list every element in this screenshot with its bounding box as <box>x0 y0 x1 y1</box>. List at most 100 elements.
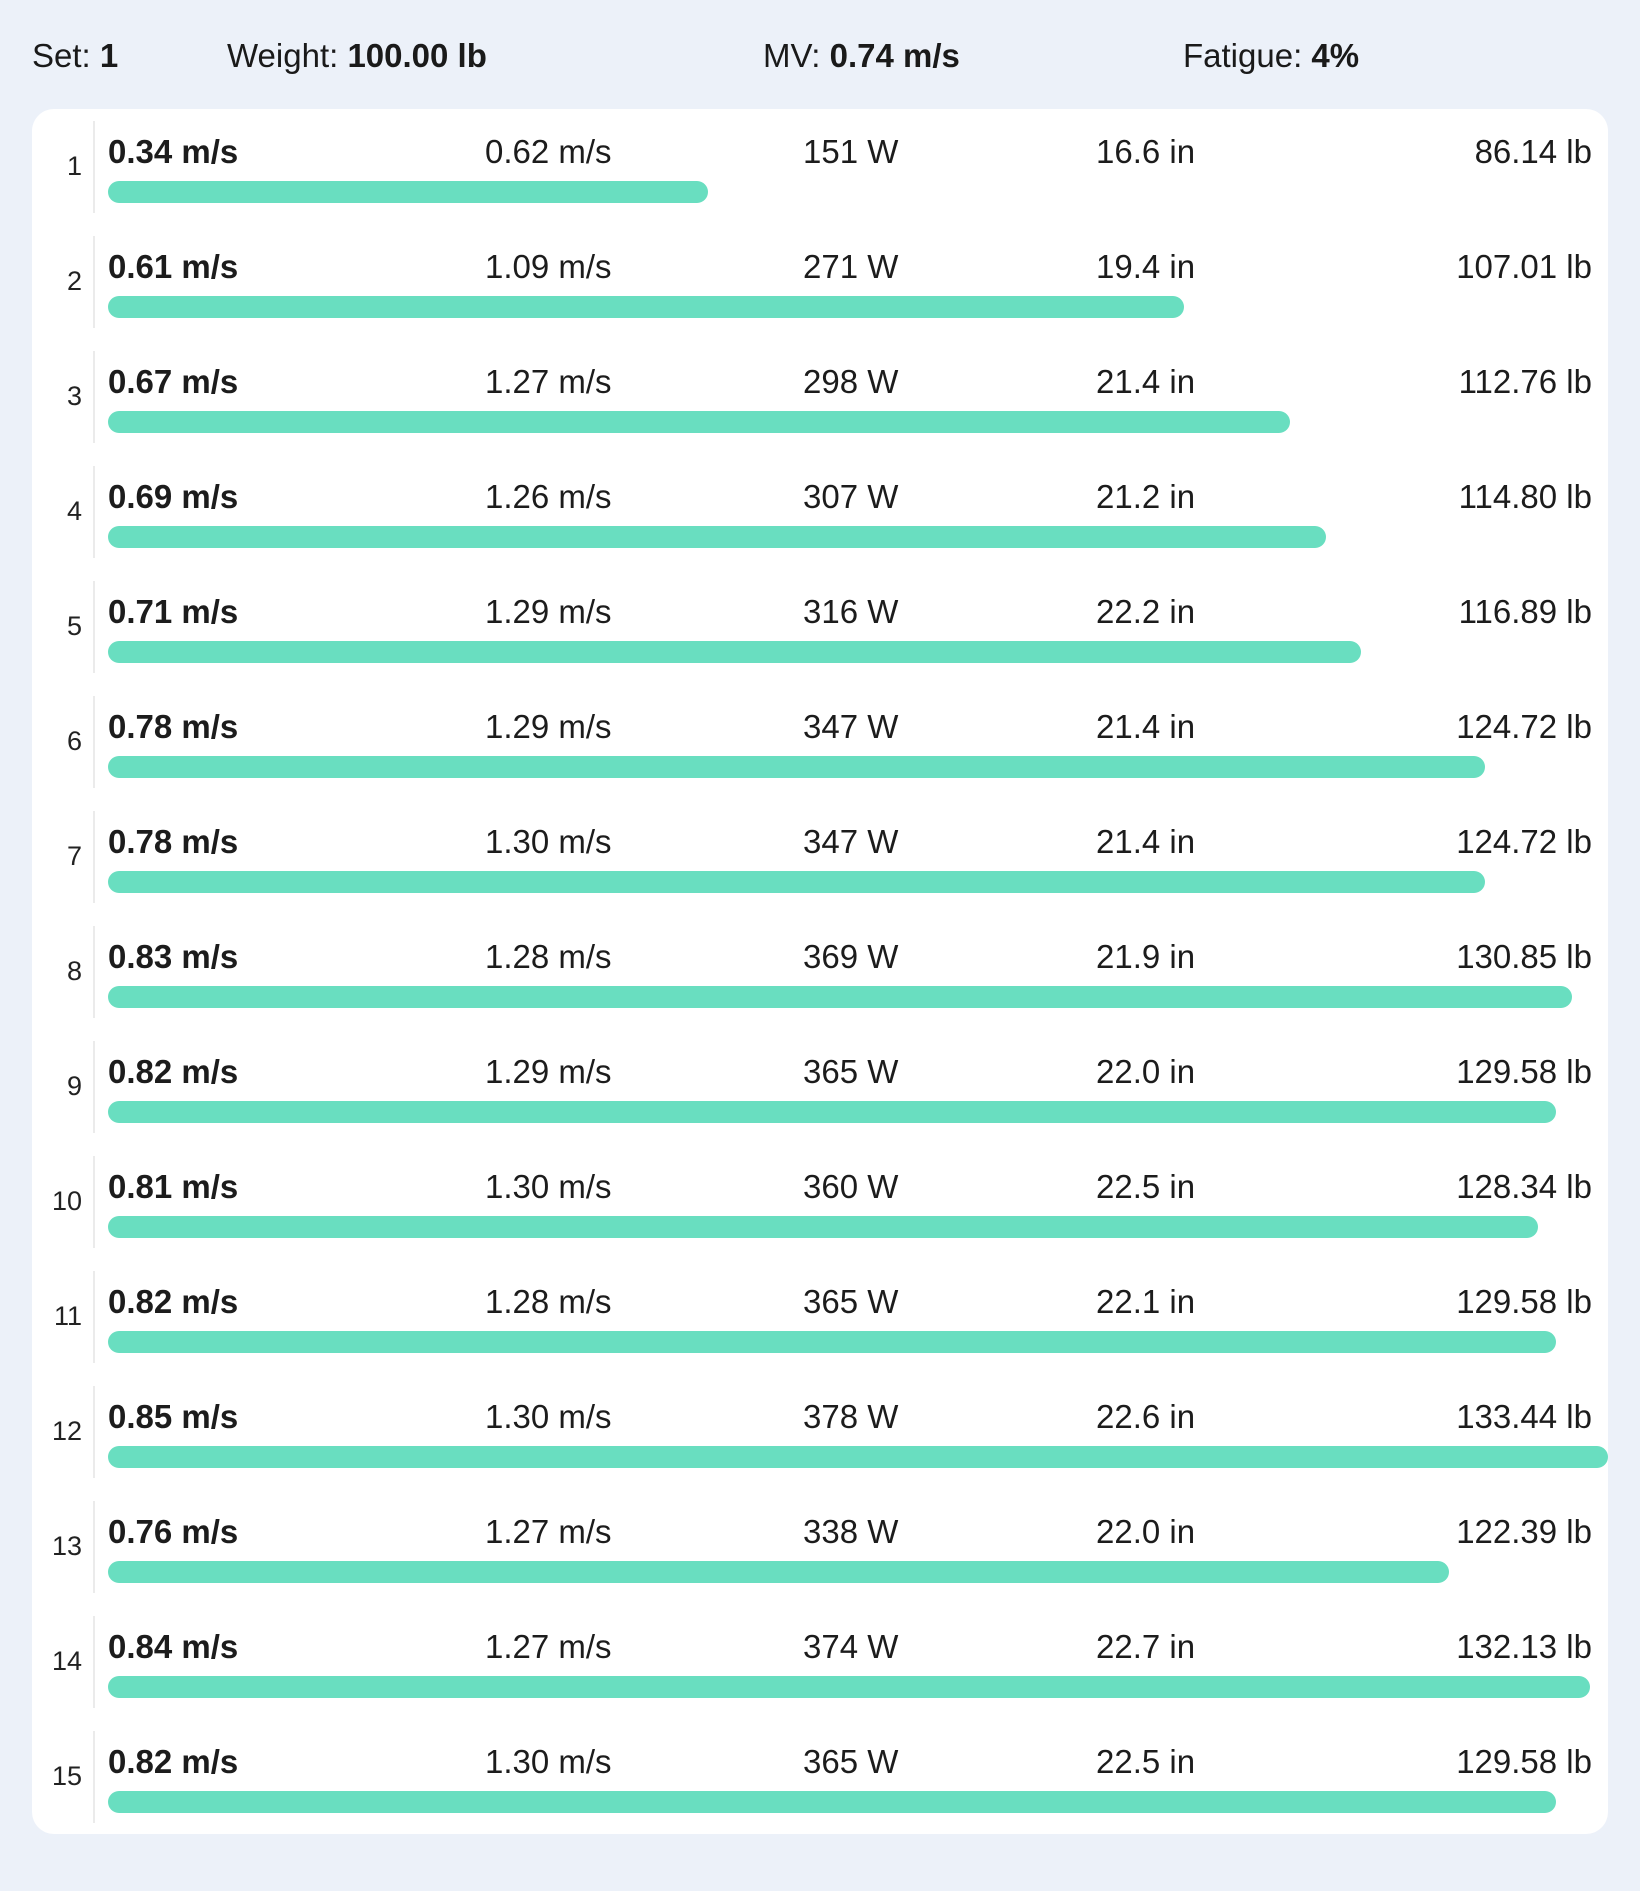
rep-force: 129.58 lb <box>1456 1743 1592 1780</box>
rep-range-of-motion: 16.6 in <box>1096 133 1196 170</box>
rep-number: 10 <box>51 1186 82 1216</box>
rep-mean-velocity: 0.69 m/s <box>108 478 239 515</box>
rep-force: 112.76 lb <box>1458 363 1592 400</box>
weight-value: 100.00 lb <box>347 37 487 74</box>
rep-number: 12 <box>51 1416 82 1446</box>
rep-mean-velocity: 0.61 m/s <box>108 248 239 285</box>
rep-velocity-bar <box>108 1101 1556 1123</box>
rep-row[interactable]: 8 0.83 m/s 1.28 m/s 369 W 21.9 in 130.85 lb <box>32 914 1608 1029</box>
rep-velocity-bar <box>108 526 1326 548</box>
rep-divider <box>93 581 95 673</box>
set-stat: Set: 1 <box>32 36 118 76</box>
rep-peak-velocity: 1.09 m/s <box>485 248 612 285</box>
rep-mean-velocity: 0.82 m/s <box>108 1053 239 1090</box>
rep-power: 151 W <box>803 133 899 170</box>
rep-power: 347 W <box>803 708 899 745</box>
rep-range-of-motion: 21.2 in <box>1096 478 1196 515</box>
rep-row[interactable]: 4 0.69 m/s 1.26 m/s 307 W 21.2 in 114.80 lb <box>32 454 1608 569</box>
rep-divider <box>93 1731 95 1823</box>
rep-range-of-motion: 21.4 in <box>1096 823 1196 860</box>
rep-divider <box>93 351 95 443</box>
rep-velocity-bar <box>108 871 1485 893</box>
rep-velocity-bar <box>108 181 708 203</box>
rep-range-of-motion: 22.2 in <box>1096 593 1196 630</box>
rep-range-of-motion: 19.4 in <box>1096 248 1196 285</box>
rep-power: 347 W <box>803 823 899 860</box>
rep-mean-velocity: 0.84 m/s <box>108 1628 239 1665</box>
rep-divider <box>93 1271 95 1363</box>
rep-force: 124.72 lb <box>1456 708 1592 745</box>
rep-mean-velocity: 0.78 m/s <box>108 708 239 745</box>
rep-row[interactable]: 11 0.82 m/s 1.28 m/s 365 W 22.1 in 129.58 lb <box>32 1259 1608 1374</box>
rep-mean-velocity: 0.76 m/s <box>108 1513 239 1550</box>
rep-range-of-motion: 21.4 in <box>1096 363 1196 400</box>
rep-peak-velocity: 1.30 m/s <box>485 1398 612 1435</box>
rep-peak-velocity: 0.62 m/s <box>485 133 612 170</box>
rep-divider <box>93 1041 95 1133</box>
rep-row[interactable]: 14 0.84 m/s 1.27 m/s 374 W 22.7 in 132.13 lb <box>32 1604 1608 1719</box>
rep-row[interactable]: 6 0.78 m/s 1.29 m/s 347 W 21.4 in 124.72 lb <box>32 684 1608 799</box>
mean-velocity-stat: MV: 0.74 m/s <box>763 36 960 76</box>
rep-range-of-motion: 22.1 in <box>1096 1283 1196 1320</box>
rep-row[interactable]: 13 0.76 m/s 1.27 m/s 338 W 22.0 in 122.39 lb <box>32 1489 1608 1604</box>
rep-row[interactable]: 12 0.85 m/s 1.30 m/s 378 W 22.6 in 133.44 lb <box>32 1374 1608 1489</box>
rep-number: 11 <box>53 1301 82 1331</box>
rep-number: 15 <box>51 1761 82 1791</box>
rep-number: 8 <box>66 956 82 986</box>
rep-mean-velocity: 0.82 m/s <box>108 1283 239 1320</box>
rep-peak-velocity: 1.29 m/s <box>485 593 612 630</box>
weight-label: Weight: <box>227 37 339 74</box>
rep-mean-velocity: 0.82 m/s <box>108 1743 239 1780</box>
rep-divider <box>93 466 95 558</box>
rep-number: 6 <box>66 726 82 756</box>
rep-peak-velocity: 1.29 m/s <box>485 1053 612 1090</box>
rep-peak-velocity: 1.30 m/s <box>485 1743 612 1780</box>
fatigue-value: 4% <box>1311 37 1360 74</box>
rep-power: 338 W <box>803 1513 899 1550</box>
set-label: Set: <box>32 37 91 74</box>
rep-power: 360 W <box>803 1168 899 1205</box>
rep-number: 1 <box>66 151 82 181</box>
rep-mean-velocity: 0.34 m/s <box>108 133 239 170</box>
rep-range-of-motion: 21.4 in <box>1096 708 1196 745</box>
rep-power: 271 W <box>803 248 899 285</box>
rep-row[interactable]: 7 0.78 m/s 1.30 m/s 347 W 21.4 in 124.72 lb <box>32 799 1608 914</box>
rep-row[interactable]: 1 0.34 m/s 0.62 m/s 151 W 16.6 in 86.14 lb <box>32 109 1608 224</box>
rep-peak-velocity: 1.28 m/s <box>485 1283 612 1320</box>
rep-mean-velocity: 0.78 m/s <box>108 823 239 860</box>
rep-peak-velocity: 1.28 m/s <box>485 938 612 975</box>
mv-value: 0.74 m/s <box>829 37 960 74</box>
rep-divider <box>93 236 95 328</box>
rep-force: 86.14 lb <box>1474 133 1592 170</box>
set-summary-header: Set: 1 Weight: 100.00 lb MV: 0.74 m/s Fa… <box>0 0 1640 108</box>
rep-row[interactable]: 9 0.82 m/s 1.29 m/s 365 W 22.0 in 129.58 lb <box>32 1029 1608 1144</box>
rep-number: 4 <box>66 496 82 526</box>
rep-number: 9 <box>66 1071 82 1101</box>
rep-velocity-bar <box>108 1791 1556 1813</box>
rep-divider <box>93 926 95 1018</box>
rep-velocity-bar <box>108 1446 1608 1468</box>
rep-power: 307 W <box>803 478 899 515</box>
rep-row[interactable]: 15 0.82 m/s 1.30 m/s 365 W 22.5 in 129.58 lb <box>32 1719 1608 1834</box>
rep-number: 2 <box>66 266 82 296</box>
rep-velocity-bar <box>108 1331 1556 1353</box>
rep-force: 129.58 lb <box>1456 1053 1592 1090</box>
rep-row[interactable]: 3 0.67 m/s 1.27 m/s 298 W 21.4 in 112.76 lb <box>32 339 1608 454</box>
rep-velocity-bar <box>108 986 1572 1008</box>
rep-peak-velocity: 1.27 m/s <box>485 1628 612 1665</box>
rep-row[interactable]: 5 0.71 m/s 1.29 m/s 316 W 22.2 in 116.89 lb <box>32 569 1608 684</box>
rep-velocity-bar <box>108 411 1290 433</box>
rep-power: 374 W <box>803 1628 899 1665</box>
rep-row[interactable]: 2 0.61 m/s 1.09 m/s 271 W 19.4 in 107.01 lb <box>32 224 1608 339</box>
rep-number: 5 <box>66 611 82 641</box>
rep-mean-velocity: 0.71 m/s <box>108 593 239 630</box>
rep-mean-velocity: 0.83 m/s <box>108 938 239 975</box>
rep-range-of-motion: 22.6 in <box>1096 1398 1196 1435</box>
rep-peak-velocity: 1.30 m/s <box>485 823 612 860</box>
rep-power: 365 W <box>803 1743 899 1780</box>
rep-divider <box>93 1616 95 1708</box>
rep-velocity-bar <box>108 1216 1538 1238</box>
rep-row[interactable]: 10 0.81 m/s 1.30 m/s 360 W 22.5 in 128.34 lb <box>32 1144 1608 1259</box>
rep-range-of-motion: 22.5 in <box>1096 1743 1196 1780</box>
rep-peak-velocity: 1.29 m/s <box>485 708 612 745</box>
